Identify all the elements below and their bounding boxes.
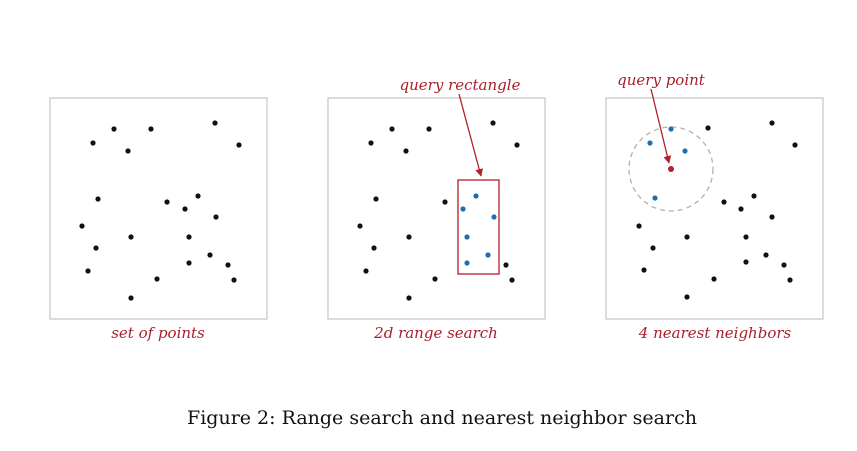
point-in-range: [460, 206, 466, 212]
point: [743, 259, 749, 265]
point: [711, 276, 717, 282]
point: [636, 223, 642, 229]
point: [128, 295, 134, 301]
point: [705, 125, 711, 131]
point: [442, 199, 448, 205]
point: [650, 245, 656, 251]
point: [426, 126, 432, 132]
nearest-neighbor-point: [647, 140, 653, 146]
nearest-neighbor-point: [668, 126, 674, 132]
point: [792, 142, 798, 148]
query-rectangle: [457, 179, 500, 275]
points-set: [79, 120, 242, 301]
point: [95, 196, 101, 202]
point: [769, 214, 775, 220]
point-in-range: [464, 260, 470, 266]
query-point-label: query point: [617, 71, 706, 89]
point: [787, 277, 793, 283]
point: [186, 260, 192, 266]
point: [403, 148, 409, 154]
panel-set-frame: [49, 97, 268, 320]
point: [236, 142, 242, 148]
point: [128, 234, 134, 240]
point: [154, 276, 160, 282]
point: [751, 193, 757, 199]
point: [769, 120, 775, 126]
point: [225, 262, 231, 268]
point: [111, 126, 117, 132]
panel-range-frame: [327, 97, 546, 320]
point: [763, 252, 769, 258]
point: [721, 199, 727, 205]
point: [781, 262, 787, 268]
point: [371, 245, 377, 251]
point: [641, 267, 647, 273]
point: [684, 294, 690, 300]
panel-label-nearest: 4 nearest neighbors: [638, 324, 792, 342]
point-in-range: [491, 214, 497, 220]
point: [509, 277, 515, 283]
panel-set-of-points: set of points: [49, 97, 268, 342]
point: [186, 234, 192, 240]
point: [213, 214, 219, 220]
point-in-range: [485, 252, 491, 258]
point: [357, 223, 363, 229]
point: [738, 206, 744, 212]
point: [684, 234, 690, 240]
query-point-arrow: [650, 88, 672, 164]
points-range: [357, 120, 520, 301]
point: [406, 295, 412, 301]
panel-label-set: set of points: [111, 324, 205, 342]
point: [432, 276, 438, 282]
nearest-neighbor-point: [682, 148, 688, 154]
point: [368, 140, 374, 146]
point: [148, 126, 154, 132]
nearest-neighbor-point: [652, 195, 658, 201]
point: [164, 199, 170, 205]
panel-nearest-frame: [605, 97, 824, 320]
panel-range-search: query rectangle 2d range search: [327, 76, 546, 342]
point: [85, 268, 91, 274]
point: [212, 120, 218, 126]
point: [503, 262, 509, 268]
point-in-range: [473, 193, 479, 199]
query-rectangle-arrow: [458, 93, 483, 177]
query-rectangle-label: query rectangle: [400, 76, 521, 94]
points-nearest: [636, 120, 798, 300]
point: [182, 206, 188, 212]
query-point: [668, 166, 674, 172]
point: [231, 277, 237, 283]
point: [93, 245, 99, 251]
panel-nearest-neighbors: query point 4 nearest neighbors: [605, 71, 824, 342]
point: [90, 140, 96, 146]
point: [389, 126, 395, 132]
point: [514, 142, 520, 148]
point: [363, 268, 369, 274]
search-radius-circle: [628, 126, 714, 212]
point: [743, 234, 749, 240]
figure-caption: Figure 2: Range search and nearest neigh…: [187, 407, 697, 429]
point: [79, 223, 85, 229]
point: [125, 148, 131, 154]
point: [195, 193, 201, 199]
point: [373, 196, 379, 202]
point-in-range: [464, 234, 470, 240]
point: [490, 120, 496, 126]
panel-label-range: 2d range search: [373, 324, 498, 342]
point: [207, 252, 213, 258]
point: [406, 234, 412, 240]
